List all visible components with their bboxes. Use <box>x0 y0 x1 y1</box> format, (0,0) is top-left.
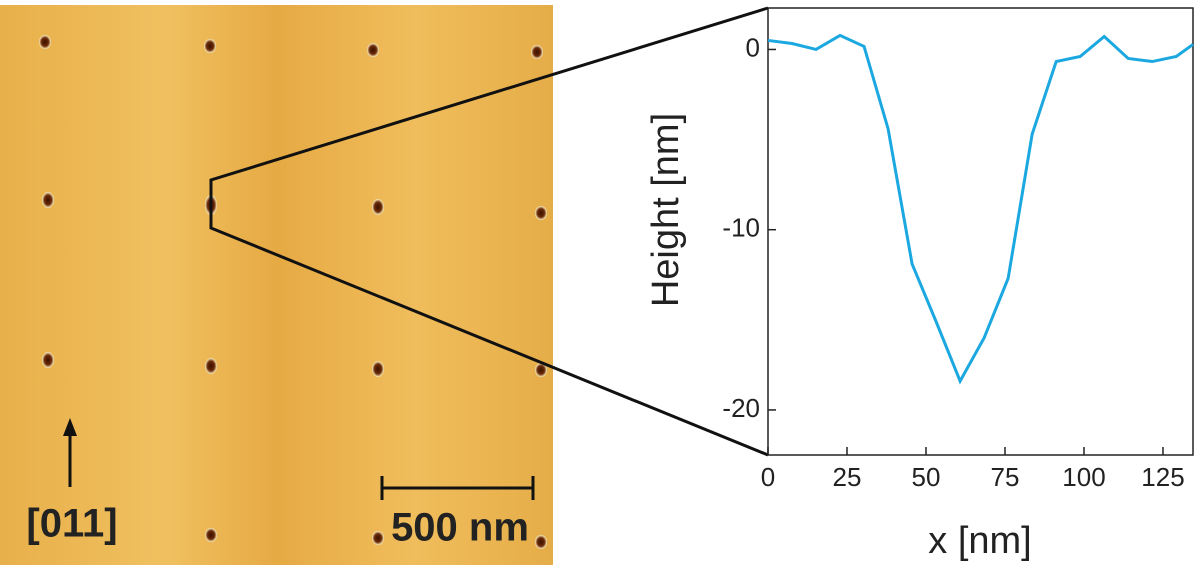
profile-line <box>767 33 1194 385</box>
x-tick-label: 0 <box>761 462 775 492</box>
x-tick-label: 50 <box>912 462 941 492</box>
y-tick-label: 0 <box>746 32 760 62</box>
x-axis-label: x [nm] <box>928 520 1031 562</box>
afm-image: [011] 500 nm <box>0 5 553 565</box>
plot-frame <box>767 7 1194 456</box>
arrow-head <box>63 418 77 436</box>
x-tick-label: 25 <box>833 462 862 492</box>
y-tick-label: -20 <box>722 393 760 423</box>
scale-label: 500 nm <box>391 506 529 550</box>
afm-background <box>0 5 553 565</box>
y-axis-label: Height [nm] <box>645 113 687 307</box>
zoom-lines <box>209 6 769 457</box>
x-tick-label: 125 <box>1141 462 1184 492</box>
x-tick-label: 75 <box>991 462 1020 492</box>
x-tick-label: 100 <box>1062 462 1105 492</box>
y-tick-label: -10 <box>722 213 760 243</box>
scale-bar <box>380 476 535 500</box>
pits <box>39 35 547 549</box>
direction-label: [011] <box>26 502 117 546</box>
